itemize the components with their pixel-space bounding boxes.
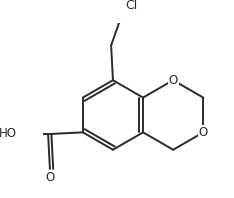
- Text: O: O: [45, 171, 55, 184]
- Text: O: O: [199, 126, 208, 139]
- Text: HO: HO: [0, 127, 17, 140]
- Text: Cl: Cl: [125, 0, 137, 12]
- Text: O: O: [168, 74, 178, 87]
